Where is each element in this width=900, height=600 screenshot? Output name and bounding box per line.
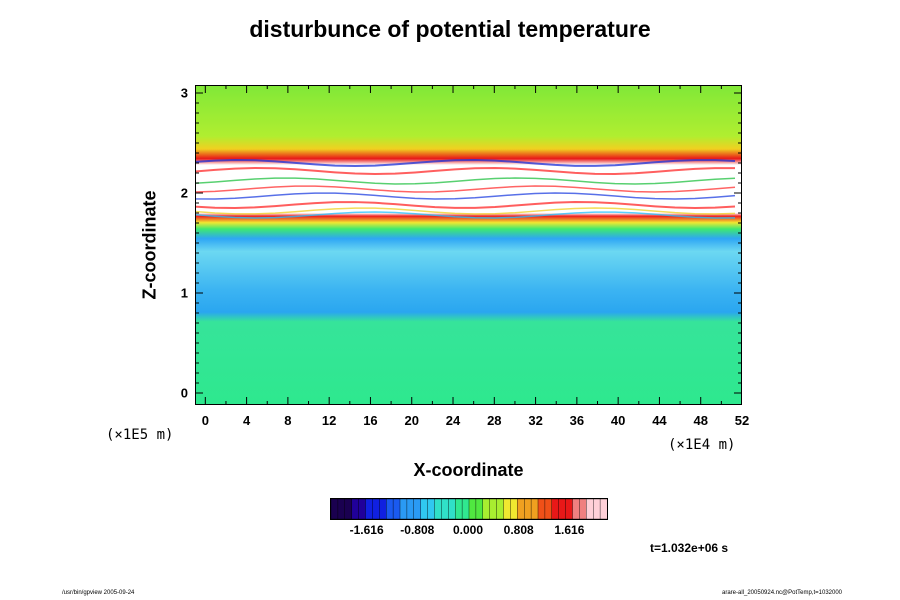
colorbar-cell xyxy=(365,499,374,519)
y-unit-label: (×1E5 m) xyxy=(106,427,174,443)
colorbar-tick-label: -1.616 xyxy=(349,523,384,537)
colorbar-cell xyxy=(344,499,353,519)
colorbar-cell xyxy=(434,499,443,519)
colorbar-cell xyxy=(530,499,539,519)
x-tick-label: 48 xyxy=(693,413,708,428)
colorbar-cell xyxy=(454,499,463,519)
disturbance-streak xyxy=(195,211,736,219)
plot-frame xyxy=(195,85,742,405)
x-tick-label: 12 xyxy=(321,413,337,428)
colorbar-cell xyxy=(599,499,607,519)
colorbar-cell xyxy=(565,499,574,519)
x-tick-label: 4 xyxy=(242,413,251,428)
colorbar-cell xyxy=(461,499,470,519)
disturbance-streak xyxy=(195,192,736,200)
colorbar-cell xyxy=(337,499,346,519)
x-axis-label: X-coordinate xyxy=(413,460,524,480)
colorbar-tick-label: 1.616 xyxy=(554,523,585,537)
colorbar-cell xyxy=(572,499,581,519)
colorbar-cell xyxy=(331,499,339,519)
y-tick-label: 0 xyxy=(180,385,188,401)
x-tick-label: 40 xyxy=(610,413,626,428)
colorbar-cell xyxy=(468,499,477,519)
disturbance-streak xyxy=(195,159,736,168)
colorbar-cell xyxy=(420,499,429,519)
colorbar-cell xyxy=(537,499,546,519)
disturbance-streak xyxy=(195,185,736,193)
x-tick-label: 8 xyxy=(284,413,292,428)
x-tick-label: 36 xyxy=(569,413,585,428)
colorbar-cell xyxy=(579,499,587,519)
y-tick-marks xyxy=(195,92,742,394)
disturbance-streak xyxy=(195,177,736,185)
disturbance-streak xyxy=(195,207,736,215)
x-tick-label: 20 xyxy=(404,413,419,428)
footer-left-text: /usr/bin/gpview 2005-09-24 xyxy=(62,590,135,596)
colorbar-cell xyxy=(448,499,456,519)
colorbar-cell xyxy=(427,499,436,519)
colorbar-tick-label: 0.000 xyxy=(452,523,484,537)
y-tick-label: 2 xyxy=(180,185,188,201)
colorbar-cell xyxy=(399,499,408,519)
x-tick-marks xyxy=(204,85,742,405)
colorbar-cell xyxy=(441,499,450,519)
y-tick-label: 1 xyxy=(180,285,188,301)
colorbar-cell xyxy=(586,499,594,519)
colorbar-cell xyxy=(489,499,498,519)
colorbar-cell xyxy=(406,499,415,519)
colorbar-cell xyxy=(523,499,532,519)
x-tick-label: 44 xyxy=(652,413,667,428)
x-tick-label: 52 xyxy=(734,413,750,428)
plot-area xyxy=(195,85,742,405)
heatmap-bands xyxy=(195,159,736,219)
footer-right-text: arare-all_20050924.nc@PotTemp,t=1032000 xyxy=(722,590,843,596)
colorbar-cell xyxy=(551,499,560,519)
colorbar-tick-label: 0.808 xyxy=(503,523,534,537)
chart-title: disturbunce of potential temperature xyxy=(249,16,651,42)
x-tick-label: 16 xyxy=(363,413,378,428)
x-unit-label: (×1E4 m) xyxy=(668,437,736,453)
colorbar-cell xyxy=(392,499,401,519)
colorbar-cell xyxy=(413,499,422,519)
disturbance-streak xyxy=(195,201,736,209)
x-tick-label: 0 xyxy=(201,413,209,428)
x-tick-label: 32 xyxy=(528,413,543,428)
colorbar-cell xyxy=(593,499,601,519)
colorbar-cell xyxy=(386,499,394,519)
heatmap-field xyxy=(195,85,742,405)
colorbar-cell xyxy=(510,499,518,519)
x-tick-label: 28 xyxy=(487,413,502,428)
colorbar-cell xyxy=(379,499,387,519)
colorbar-cell xyxy=(517,499,525,519)
colorbar-cell xyxy=(372,499,381,519)
colorbar-cell xyxy=(503,499,512,519)
colorbar-cell xyxy=(482,499,491,519)
colorbar-cell xyxy=(558,499,567,519)
y-tick-label: 3 xyxy=(180,85,188,101)
colorbar xyxy=(330,498,608,520)
colorbar-tick-label: -0.808 xyxy=(400,523,435,537)
colorbar-cell xyxy=(351,499,360,519)
disturbance-streak xyxy=(195,167,736,175)
time-label: t=1.032e+06 s xyxy=(650,541,729,555)
x-tick-label: 24 xyxy=(445,413,461,428)
colorbar-cell xyxy=(496,499,505,519)
y-axis-label: Z-coordinate xyxy=(139,190,160,300)
colorbar-cell xyxy=(475,499,484,519)
colorbar-cell xyxy=(358,499,367,519)
colorbar-cell xyxy=(544,499,553,519)
